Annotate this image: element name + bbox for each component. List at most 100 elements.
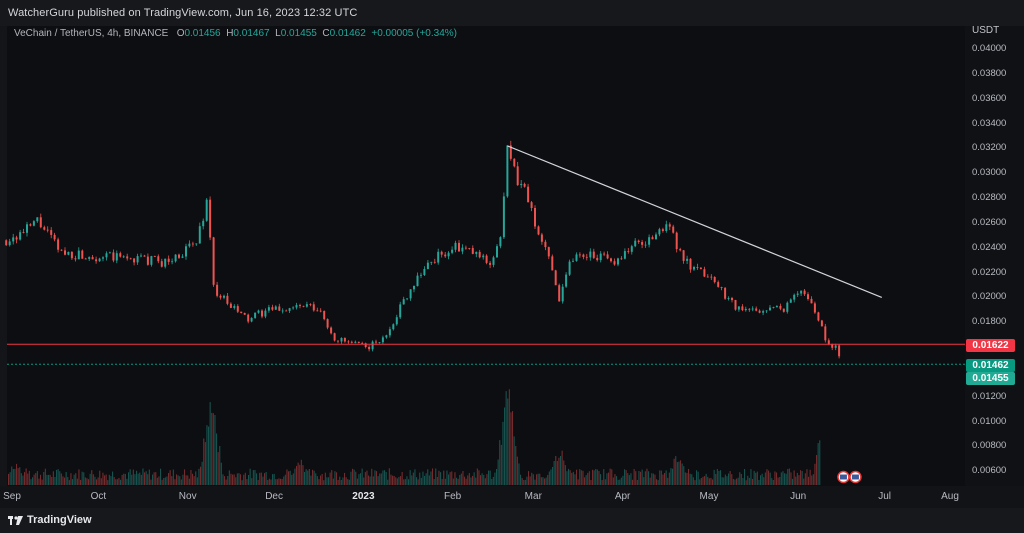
volume-bar xyxy=(460,473,462,486)
volume-bar xyxy=(80,479,82,485)
volume-bar xyxy=(811,475,813,485)
volume-bar xyxy=(502,421,504,485)
candle xyxy=(357,341,360,344)
candle xyxy=(578,252,581,258)
candle xyxy=(67,251,70,256)
price-tick: 0.00800 xyxy=(972,440,1007,452)
candle xyxy=(620,256,623,260)
volume-bar xyxy=(582,470,584,485)
volume-bar xyxy=(673,458,675,485)
candle xyxy=(39,213,42,229)
volume-bar xyxy=(449,472,451,485)
volume-bar xyxy=(67,477,69,485)
volume-bar xyxy=(350,471,352,485)
candle xyxy=(340,337,343,344)
candle xyxy=(136,253,139,265)
volume-bar xyxy=(614,474,616,485)
volume-bar xyxy=(752,479,754,485)
volume-bar xyxy=(100,478,102,485)
volume-bar xyxy=(108,474,110,485)
volume-bar xyxy=(142,468,144,485)
volume-bar xyxy=(220,462,222,485)
volume-bar xyxy=(320,475,322,485)
candle xyxy=(430,261,433,265)
candle xyxy=(267,304,270,313)
volume-bar xyxy=(150,479,152,485)
volume-bar xyxy=(657,480,659,485)
candle xyxy=(585,253,588,261)
price-tick: 0.01000 xyxy=(972,415,1007,427)
volume-bar xyxy=(9,472,11,485)
volume-bar xyxy=(649,477,651,485)
volume-bar xyxy=(691,474,693,485)
volume-bar xyxy=(11,466,13,485)
candle xyxy=(786,301,789,314)
volume-bar xyxy=(264,473,266,485)
volume-bar xyxy=(300,459,302,485)
volume-bar xyxy=(259,472,261,485)
candle xyxy=(471,245,474,255)
volume-bar xyxy=(561,450,563,485)
candle xyxy=(8,238,11,247)
price-label: 0.01622 xyxy=(966,339,1015,352)
volume-bar xyxy=(664,473,666,485)
time-axis[interactable] xyxy=(0,486,1024,508)
tradingview-logo[interactable]: TradingView xyxy=(8,514,92,526)
volume-bar xyxy=(627,473,629,485)
volume-bar xyxy=(497,459,499,485)
volume-bar xyxy=(19,467,21,485)
volume-bar xyxy=(385,472,387,485)
volume-bar xyxy=(169,470,171,485)
volume-bar xyxy=(145,471,147,485)
volume-bar xyxy=(574,474,576,485)
volume-bar xyxy=(28,470,30,485)
volume-bar xyxy=(208,426,210,485)
volume-bar xyxy=(84,477,86,485)
candle xyxy=(706,274,709,278)
volume-bar xyxy=(137,473,139,485)
volume-bar xyxy=(804,473,806,485)
volume-bar xyxy=(576,469,578,485)
volume-bar xyxy=(166,476,168,485)
volume-bar xyxy=(764,472,766,485)
candle xyxy=(343,337,346,343)
candle xyxy=(606,251,609,260)
candle xyxy=(399,301,402,319)
volume-bar xyxy=(475,477,477,485)
volume-bar xyxy=(251,478,253,485)
candle xyxy=(520,180,523,189)
volume-bar xyxy=(275,479,277,485)
candle xyxy=(554,269,557,286)
volume-bar xyxy=(800,470,802,485)
candle xyxy=(254,312,257,319)
volume-bar xyxy=(409,470,411,485)
candle xyxy=(710,274,713,280)
volume-bar xyxy=(710,477,712,485)
candle xyxy=(319,308,322,313)
volume-bar xyxy=(332,478,334,485)
volume-bar xyxy=(726,476,728,485)
candle xyxy=(102,256,104,262)
candle xyxy=(402,296,405,305)
volume-bar xyxy=(321,474,323,485)
volume-bar xyxy=(443,470,445,485)
volume-bar xyxy=(44,468,46,485)
candle xyxy=(582,253,585,260)
volume-bar xyxy=(105,474,107,485)
volume-bar xyxy=(46,474,48,485)
volume-bar xyxy=(545,477,547,485)
volume-bar xyxy=(336,472,338,485)
volume-bar xyxy=(585,475,587,485)
price-axis[interactable] xyxy=(965,26,1024,486)
volume-bar xyxy=(721,477,723,485)
volume-bar xyxy=(812,474,814,485)
volume-bar xyxy=(209,402,211,485)
volume-bar xyxy=(260,472,262,485)
volume-bar xyxy=(62,476,64,485)
volume-bar xyxy=(24,472,26,485)
volume-bar xyxy=(758,480,760,485)
candle xyxy=(368,345,371,352)
volume-bar xyxy=(571,472,573,485)
volume-bar xyxy=(638,471,640,485)
